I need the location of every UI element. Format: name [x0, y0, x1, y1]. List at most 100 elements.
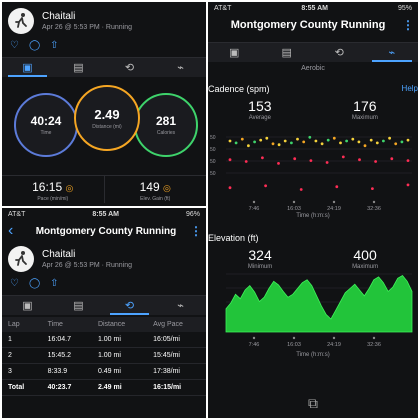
tab-laps[interactable]: ⟲ — [104, 296, 155, 315]
total-distance: 2.49 mi — [91, 379, 148, 396]
cadence-point — [290, 141, 293, 145]
avatar[interactable] — [8, 246, 34, 272]
lap-number: 2 — [2, 347, 42, 364]
table-row[interactable]: 1 16:04.7 1.00 mi 16:05/mi — [2, 332, 206, 348]
tab-details[interactable]: ▤ — [261, 43, 314, 62]
elevation-x-axis-label: Time (h:m:s) — [296, 352, 330, 358]
cadence-point — [228, 158, 232, 162]
lap-distance: 1.00 mi — [91, 332, 148, 348]
total-time: 40:23.7 — [41, 379, 92, 396]
share-icon[interactable]: ⇧ — [50, 40, 59, 51]
y-tick-label: 50 — [210, 147, 216, 153]
tab-laps[interactable]: ⟲ — [313, 43, 366, 62]
cadence-point — [369, 138, 373, 142]
chart-icon: ⌁ — [388, 47, 396, 59]
cadence-point — [400, 140, 404, 144]
tab-laps[interactable]: ⟲ — [104, 58, 155, 77]
x-tick-label: 16:03 — [287, 206, 301, 212]
cadence-maximum: 176 Maximum — [352, 98, 378, 121]
social-actions: ♡ ◯ ⇧ — [2, 38, 206, 53]
activity-date: Apr 26 @ 5:53 PM · Running — [42, 24, 132, 31]
tab-charts[interactable]: ⌁ — [155, 296, 206, 315]
back-icon[interactable]: ‹ — [8, 222, 14, 239]
activity-tabs: ▣ ▤ ⟲ ⌁ — [208, 42, 418, 62]
column-header: Lap — [2, 317, 42, 332]
status-bar: AT&T 8:55 AM 96% — [2, 208, 206, 220]
pace-stat[interactable]: 16:15 ◎ Pace (min/mi) — [2, 176, 105, 203]
comment-icon[interactable]: ◯ — [28, 278, 41, 289]
elevation-minimum-value: 324 — [248, 247, 272, 263]
comment-icon[interactable]: ◯ — [28, 40, 41, 51]
copy-icon[interactable]: ⧉ — [308, 395, 318, 411]
user-row: Chaitali Apr 26 @ 5:53 PM · Running — [2, 2, 206, 38]
cadence-point — [244, 160, 248, 163]
cadence-average-value: 153 — [248, 98, 272, 114]
tab-summary[interactable]: ▣ — [208, 43, 261, 62]
tab-charts[interactable]: ⌁ — [155, 58, 206, 77]
chart-icon: ⌁ — [177, 62, 184, 74]
cadence-point — [335, 185, 339, 189]
avatar[interactable] — [8, 8, 34, 34]
laps-screen: AT&T 8:55 AM 96% ‹ Montgomery County Run… — [2, 208, 206, 418]
cadence-point — [357, 140, 361, 144]
elev-gain-stat[interactable]: 149 ◎ Elev. Gain (ft) — [105, 176, 207, 203]
image-icon: ▣ — [229, 47, 240, 59]
user-row: Chaitali Apr 26 @ 5:53 PM · Running — [2, 242, 206, 276]
more-icon[interactable]: ⋮ — [190, 224, 202, 238]
like-icon[interactable]: ♡ — [10, 40, 19, 51]
table-row[interactable]: 2 15:45.2 1.00 mi 15:45/mi — [2, 347, 206, 364]
cadence-section: Cadence (spm) Help 153 Average 176 Maxim… — [208, 80, 418, 219]
chart-icon: ⌁ — [177, 300, 184, 312]
like-icon[interactable]: ♡ — [10, 278, 19, 289]
cadence-point — [293, 157, 297, 161]
page-title: Montgomery County Running — [230, 19, 386, 31]
time-value: 40:24 — [30, 114, 62, 128]
lap-time: 8:33.9 — [41, 363, 92, 380]
x-tick-mark — [372, 336, 376, 340]
tab-summary[interactable]: ▣ — [2, 58, 53, 77]
cadence-point — [374, 160, 377, 163]
help-link[interactable]: Help — [401, 84, 418, 93]
tab-summary[interactable]: ▣ — [2, 296, 53, 315]
nav-header: Montgomery County Running ⋮ — [208, 14, 418, 36]
table-row[interactable]: 3 8:33.9 0.49 mi 17:38/mi — [2, 363, 206, 380]
cadence-point — [382, 139, 385, 143]
elevation-maximum: 400 Maximum — [352, 247, 378, 270]
share-icon[interactable]: ⇧ — [50, 278, 59, 289]
lap-time: 15:45.2 — [41, 347, 92, 364]
elevation-chart[interactable]: 7:46 16:03 24:19 32:36 — [208, 270, 418, 352]
more-icon[interactable]: ⋮ — [402, 18, 414, 32]
calories-value: 281 — [155, 114, 177, 128]
tab-details[interactable]: ▤ — [53, 58, 104, 77]
activity-date: Apr 26 @ 5:53 PM · Running — [42, 262, 132, 269]
cadence-point — [228, 186, 232, 190]
cadence-point — [299, 188, 303, 191]
elevation-maximum-value: 400 — [353, 247, 377, 263]
activity-tabs: ▣ ▤ ⟲ ⌁ — [2, 57, 206, 77]
charts-screen: AT&T 8:55 AM 95% Montgomery County Runni… — [208, 2, 418, 418]
page-title: Montgomery County Running — [35, 225, 177, 237]
tab-details[interactable]: ▤ — [53, 296, 104, 315]
cadence-point — [345, 139, 348, 143]
clock: 8:55 AM — [301, 4, 328, 12]
cadence-point — [406, 183, 410, 187]
y-tick-label: 50 — [210, 159, 216, 165]
cadence-point — [234, 141, 238, 145]
column-header: Avg Pace — [147, 317, 206, 332]
x-tick-label: 32:36 — [367, 206, 381, 212]
cadence-x-axis-label: Time (h:m:s) — [296, 213, 330, 219]
secondary-stats: 16:15 ◎ Pace (min/mi) 149 ◎ Elev. Gain (… — [2, 175, 206, 203]
tab-charts[interactable]: ⌁ — [366, 43, 419, 62]
cadence-maximum-value: 176 — [353, 98, 377, 114]
x-tick-mark — [332, 200, 336, 204]
lap-pace: 15:45/mi — [147, 347, 206, 364]
cadence-title: Cadence (spm) — [208, 84, 270, 94]
activity-summary-screen: Chaitali Apr 26 @ 5:53 PM · Running ♡ ◯ … — [2, 2, 206, 206]
cadence-point — [247, 144, 250, 148]
cadence-chart[interactable]: 50 50 50 50 7:46 16:03 24:19 32:36 — [208, 121, 418, 213]
cadence-point — [388, 136, 391, 140]
battery: 96% — [185, 210, 200, 218]
cadence-chart-svg: 50 50 50 50 7:46 16:03 24:19 32:36 — [210, 135, 412, 212]
pace-info-icon: ◎ — [65, 183, 74, 193]
pace-value: 16:15 — [32, 180, 63, 194]
